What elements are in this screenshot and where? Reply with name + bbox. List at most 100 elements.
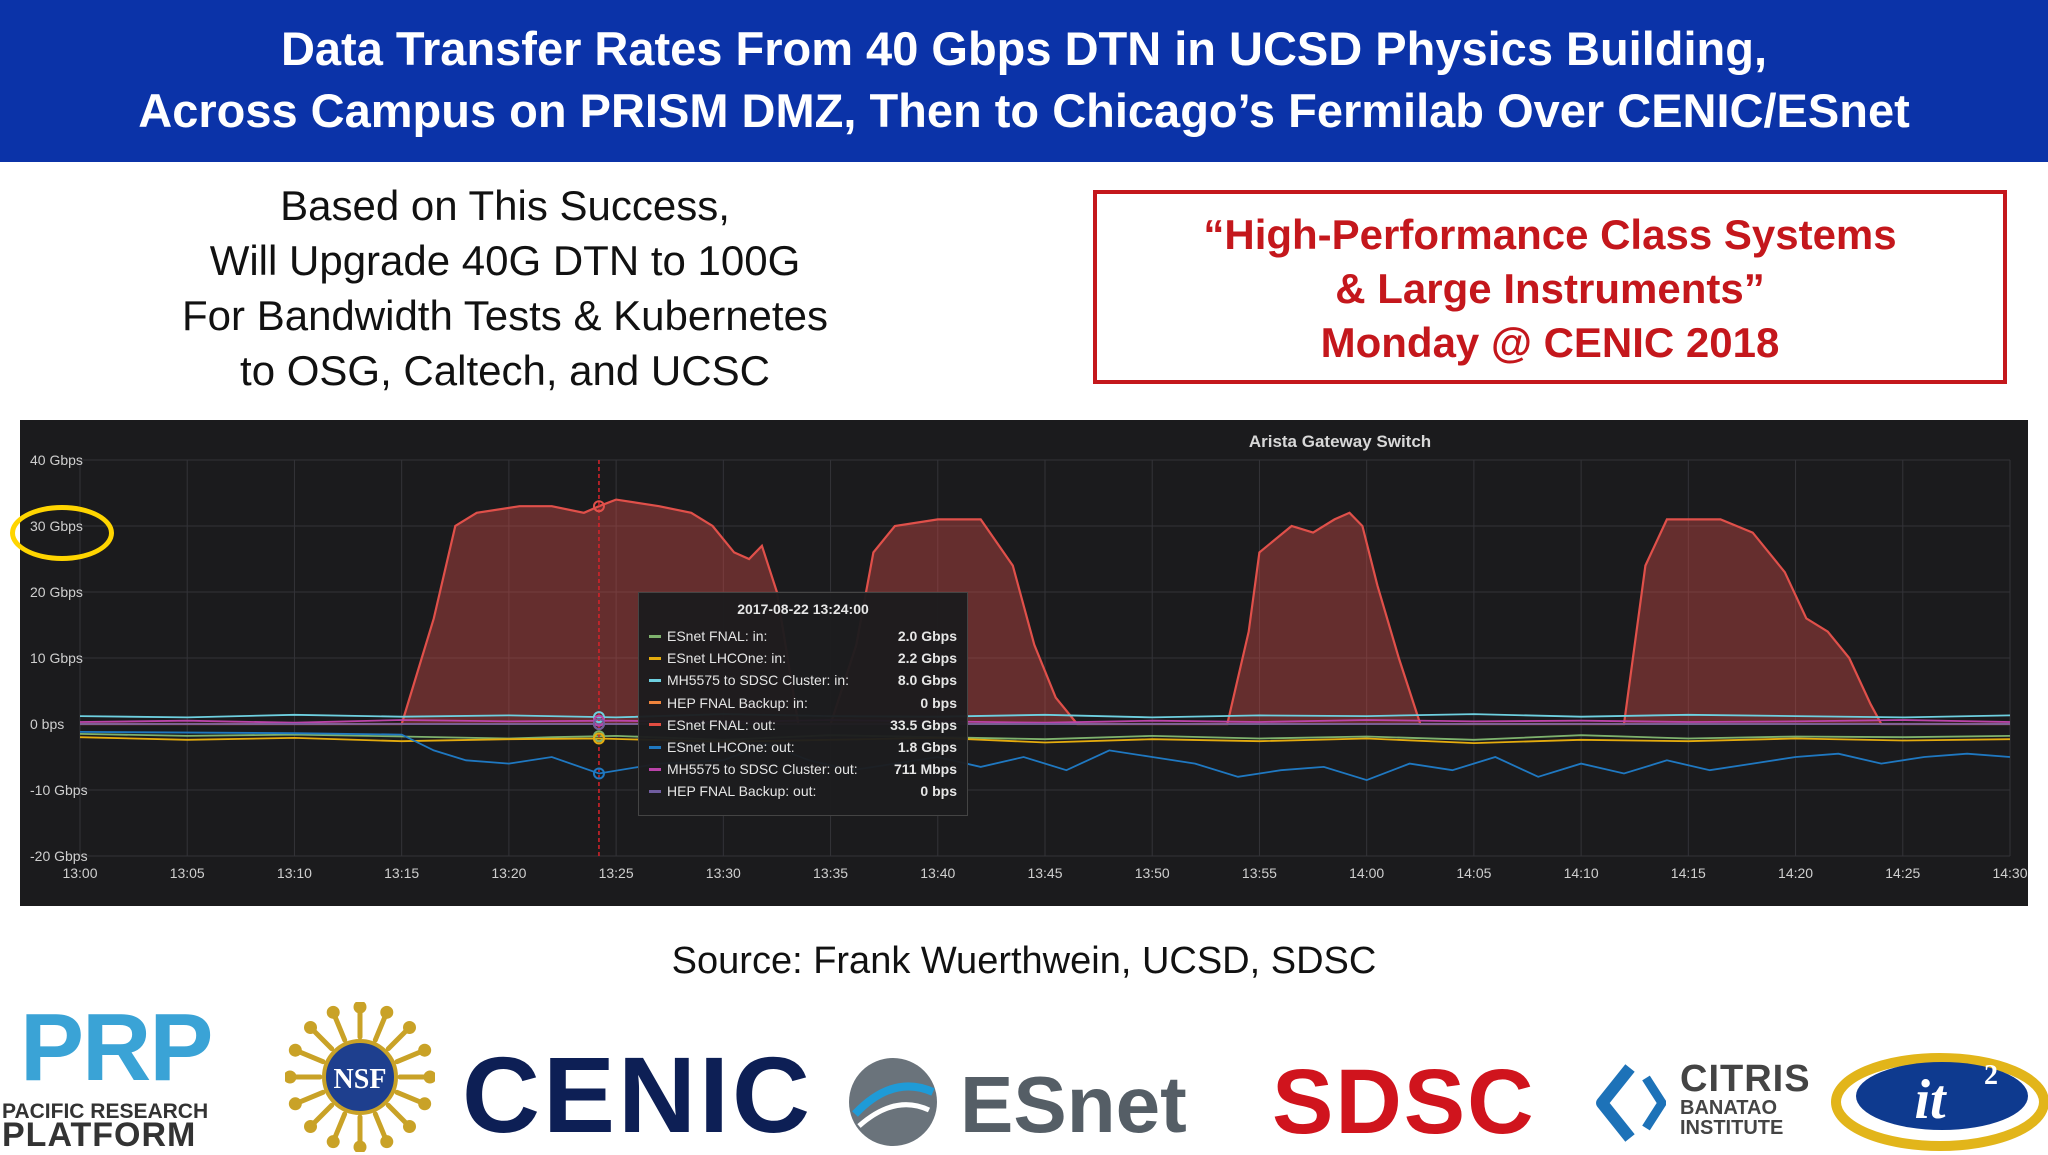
x-tick-label: 14:00: [1349, 865, 1384, 881]
y-axis-highlight-circle: [10, 505, 114, 561]
tooltip-series-value: 8.0 Gbps: [897, 672, 957, 689]
citris-chevron-icon: [1596, 1064, 1666, 1142]
tooltip-series-label: HEP FNAL Backup: in:: [667, 694, 808, 711]
cenic-logo: CENIC: [462, 1034, 814, 1155]
nsf-ray-dot: [288, 1043, 302, 1057]
series-area-esnet-fnal-out: [80, 499, 2010, 724]
tooltip-swatch: [649, 701, 661, 705]
y-tick-label: -20 Gbps: [30, 848, 88, 864]
esnet-globe-icon: [849, 1058, 937, 1146]
series-line-mh5575-to-sdsc-cluster-in: [79, 713, 2011, 719]
nsf-ray-dot: [402, 1021, 416, 1035]
tooltip-row: HEP FNAL Backup: out: 0 bps: [649, 780, 957, 802]
it2-logo: it 2: [1831, 1053, 2048, 1151]
nsf-ray: [385, 1102, 411, 1128]
upgrade-note-line-3: For Bandwidth Tests & Kubernetes: [182, 292, 828, 339]
series-line-esnet-lhcone-in: [79, 736, 2011, 745]
nsf-ray-dot: [304, 1021, 318, 1035]
nsf-ray-dot: [418, 1043, 432, 1057]
tooltip-series-value: 0 bps: [920, 783, 957, 800]
tooltip-series-label: MH5575 to SDSC Cluster: out:: [667, 761, 858, 778]
x-tick-label: 13:15: [384, 865, 419, 881]
tooltip-series-label: ESnet LHCOne: out:: [667, 739, 795, 756]
nsf-ray: [309, 1102, 335, 1128]
x-tick-label: 14:25: [1885, 865, 1920, 881]
tooltip-row: HEP FNAL Backup: in: 0 bps: [649, 692, 957, 714]
hover-marker: [592, 711, 605, 724]
nsf-logo-text: NSF: [334, 1064, 387, 1095]
tooltip-swatch: [649, 745, 661, 749]
nsf-ray-dot: [402, 1119, 416, 1133]
nsf-ray: [372, 1111, 389, 1143]
hover-marker: [592, 500, 605, 513]
tooltip-series-label: ESnet FNAL: in:: [667, 628, 768, 645]
prp-logo-letters: PRP: [20, 994, 213, 1101]
chart-tooltip: 2017-08-22 13:24:00 ESnet FNAL: in: 2.0 G…: [638, 592, 968, 816]
tooltip-series-label: MH5575 to SDSC Cluster: in:: [667, 672, 850, 689]
nsf-ray: [294, 1048, 326, 1065]
tooltip-row: MH5575 to SDSC Cluster: out: 711 Mbps: [649, 758, 957, 780]
tooltip-swatch: [649, 789, 661, 793]
nsf-ray-dot: [380, 1135, 394, 1149]
nsf-ray: [394, 1089, 426, 1106]
y-tick-label: 10 Gbps: [30, 650, 83, 666]
x-tick-label: 13:50: [1135, 865, 1170, 881]
hover-marker: [592, 767, 605, 780]
citris-logo: CITRIS BANATAO INSTITUTE: [1680, 1060, 1811, 1138]
series-line-mh5575-to-sdsc-cluster-out: [79, 719, 2011, 724]
nsf-ray-dot: [380, 1005, 394, 1019]
nsf-ray-dot: [353, 1002, 367, 1014]
tooltip-row: ESnet FNAL: out: 33.5 Gbps: [649, 714, 957, 736]
callout-box: “High-Performance Class Systems & Large …: [1093, 190, 2007, 384]
x-tick-label: 13:40: [920, 865, 955, 881]
x-tick-label: 13:25: [599, 865, 634, 881]
nsf-ray-dot: [326, 1135, 340, 1149]
tooltip-row: ESnet FNAL: in: 2.0 Gbps: [649, 625, 957, 647]
x-tick-label: 13:45: [1027, 865, 1062, 881]
series-line-esnet-lhcone-out: [79, 731, 2011, 782]
hover-marker: [592, 732, 605, 745]
y-tick-label: 20 Gbps: [30, 584, 83, 600]
prp-logo-subtitle-2: PLATFORM: [2, 1116, 197, 1154]
tooltip-series-value: 33.5 Gbps: [890, 716, 957, 733]
callout-line-1: “High-Performance Class Systems: [1203, 211, 1897, 258]
nsf-ray: [294, 1089, 326, 1106]
tooltip-series-value: 0 bps: [920, 694, 957, 711]
upgrade-note: Based on This Success, Will Upgrade 40G …: [100, 178, 910, 398]
tooltip-row: ESnet LHCOne: out: 1.8 Gbps: [649, 736, 957, 758]
y-tick-label: 40 Gbps: [30, 452, 83, 468]
nsf-ray-dot: [288, 1097, 302, 1111]
slide-title: Data Transfer Rates From 40 Gbps DTN in …: [0, 0, 2048, 162]
tooltip-row: MH5575 to SDSC Cluster: in: 8.0 Gbps: [649, 669, 957, 691]
x-tick-label: 13:55: [1242, 865, 1277, 881]
x-tick-label: 13:35: [813, 865, 848, 881]
nsf-ray: [394, 1048, 426, 1065]
x-tick-label: 14:30: [1992, 865, 2027, 881]
y-tick-label: 0 bps: [30, 716, 64, 732]
tooltip-swatch: [649, 678, 661, 682]
tooltip-series-label: ESnet LHCOne: in:: [667, 650, 787, 667]
it2-logo-text: it: [1914, 1069, 1947, 1131]
citris-logo-institute: INSTITUTE: [1680, 1117, 1784, 1139]
upgrade-note-line-2: Will Upgrade 40G DTN to 100G: [209, 237, 801, 284]
nsf-ray-dot: [304, 1119, 318, 1133]
x-tick-label: 13:00: [62, 865, 97, 881]
nsf-ray: [309, 1026, 335, 1052]
tooltip-series-value: 1.8 Gbps: [897, 739, 957, 756]
x-tick-label: 14:15: [1671, 865, 1706, 881]
it2-logo-superscript: 2: [1984, 1060, 1998, 1091]
nsf-ray-dot: [423, 1070, 435, 1084]
tooltip-time: 2017-08-22 13:24:00: [737, 601, 869, 617]
nsf-ray: [331, 1011, 348, 1043]
tooltip-swatch: [649, 767, 661, 771]
tooltip-swatch: [649, 723, 661, 727]
upgrade-note-line-1: Based on This Success,: [280, 182, 730, 229]
nsf-ray-dot: [353, 1140, 367, 1152]
esnet-logo: ESnet: [960, 1060, 1187, 1149]
y-tick-label: -10 Gbps: [30, 782, 88, 798]
tooltip-series-label: ESnet FNAL: out:: [667, 716, 776, 733]
x-tick-label: 14:20: [1778, 865, 1813, 881]
tooltip-series-label: HEP FNAL Backup: out:: [667, 783, 817, 800]
tooltip-swatch: [649, 634, 661, 638]
